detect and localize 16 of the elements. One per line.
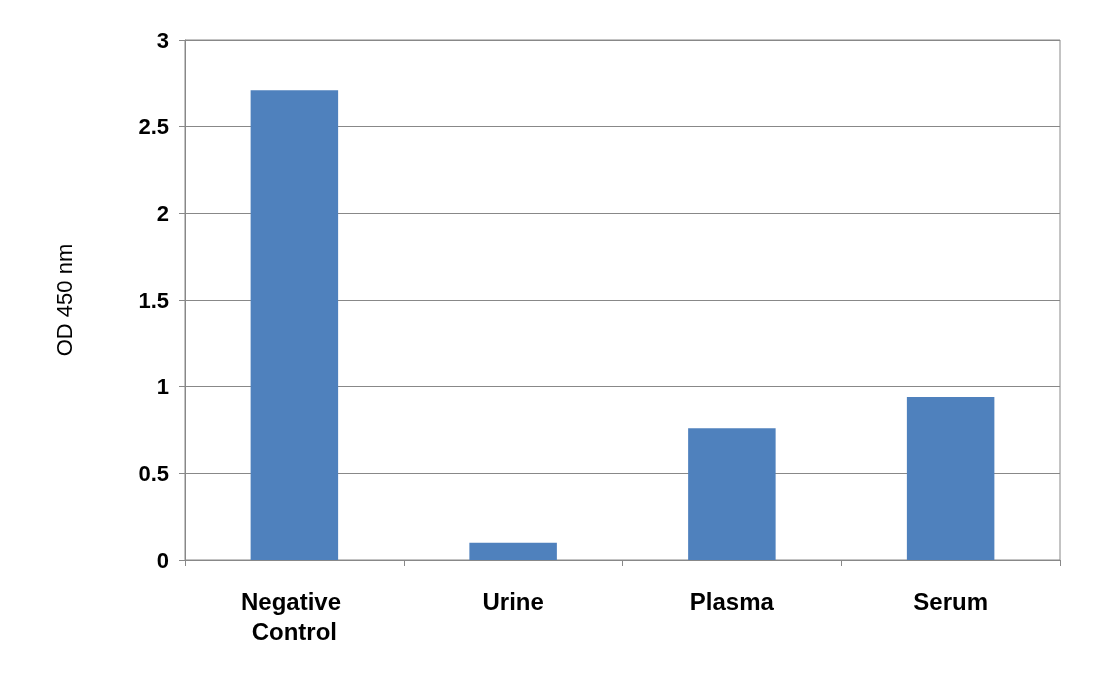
bar — [906, 397, 995, 560]
y-axis-title: OD 450 nm — [51, 243, 77, 357]
y-tick-label: 3 — [156, 27, 169, 53]
bar — [250, 90, 339, 560]
y-tick-label: 2 — [156, 200, 169, 226]
x-tick-label: Negative Control — [241, 587, 348, 645]
bar — [688, 428, 776, 560]
y-tick-label: 1.5 — [138, 287, 169, 313]
y-tick-label: 1 — [156, 374, 169, 400]
y-tick-label: 0 — [156, 547, 169, 573]
x-tick-label: Urine — [482, 587, 544, 615]
y-tick-label: 0.5 — [138, 460, 169, 486]
y-tick-label: 2.5 — [138, 114, 169, 140]
bar — [469, 542, 557, 560]
x-tick-label: Serum — [913, 587, 988, 615]
x-tick-label: Plasma — [689, 587, 775, 615]
